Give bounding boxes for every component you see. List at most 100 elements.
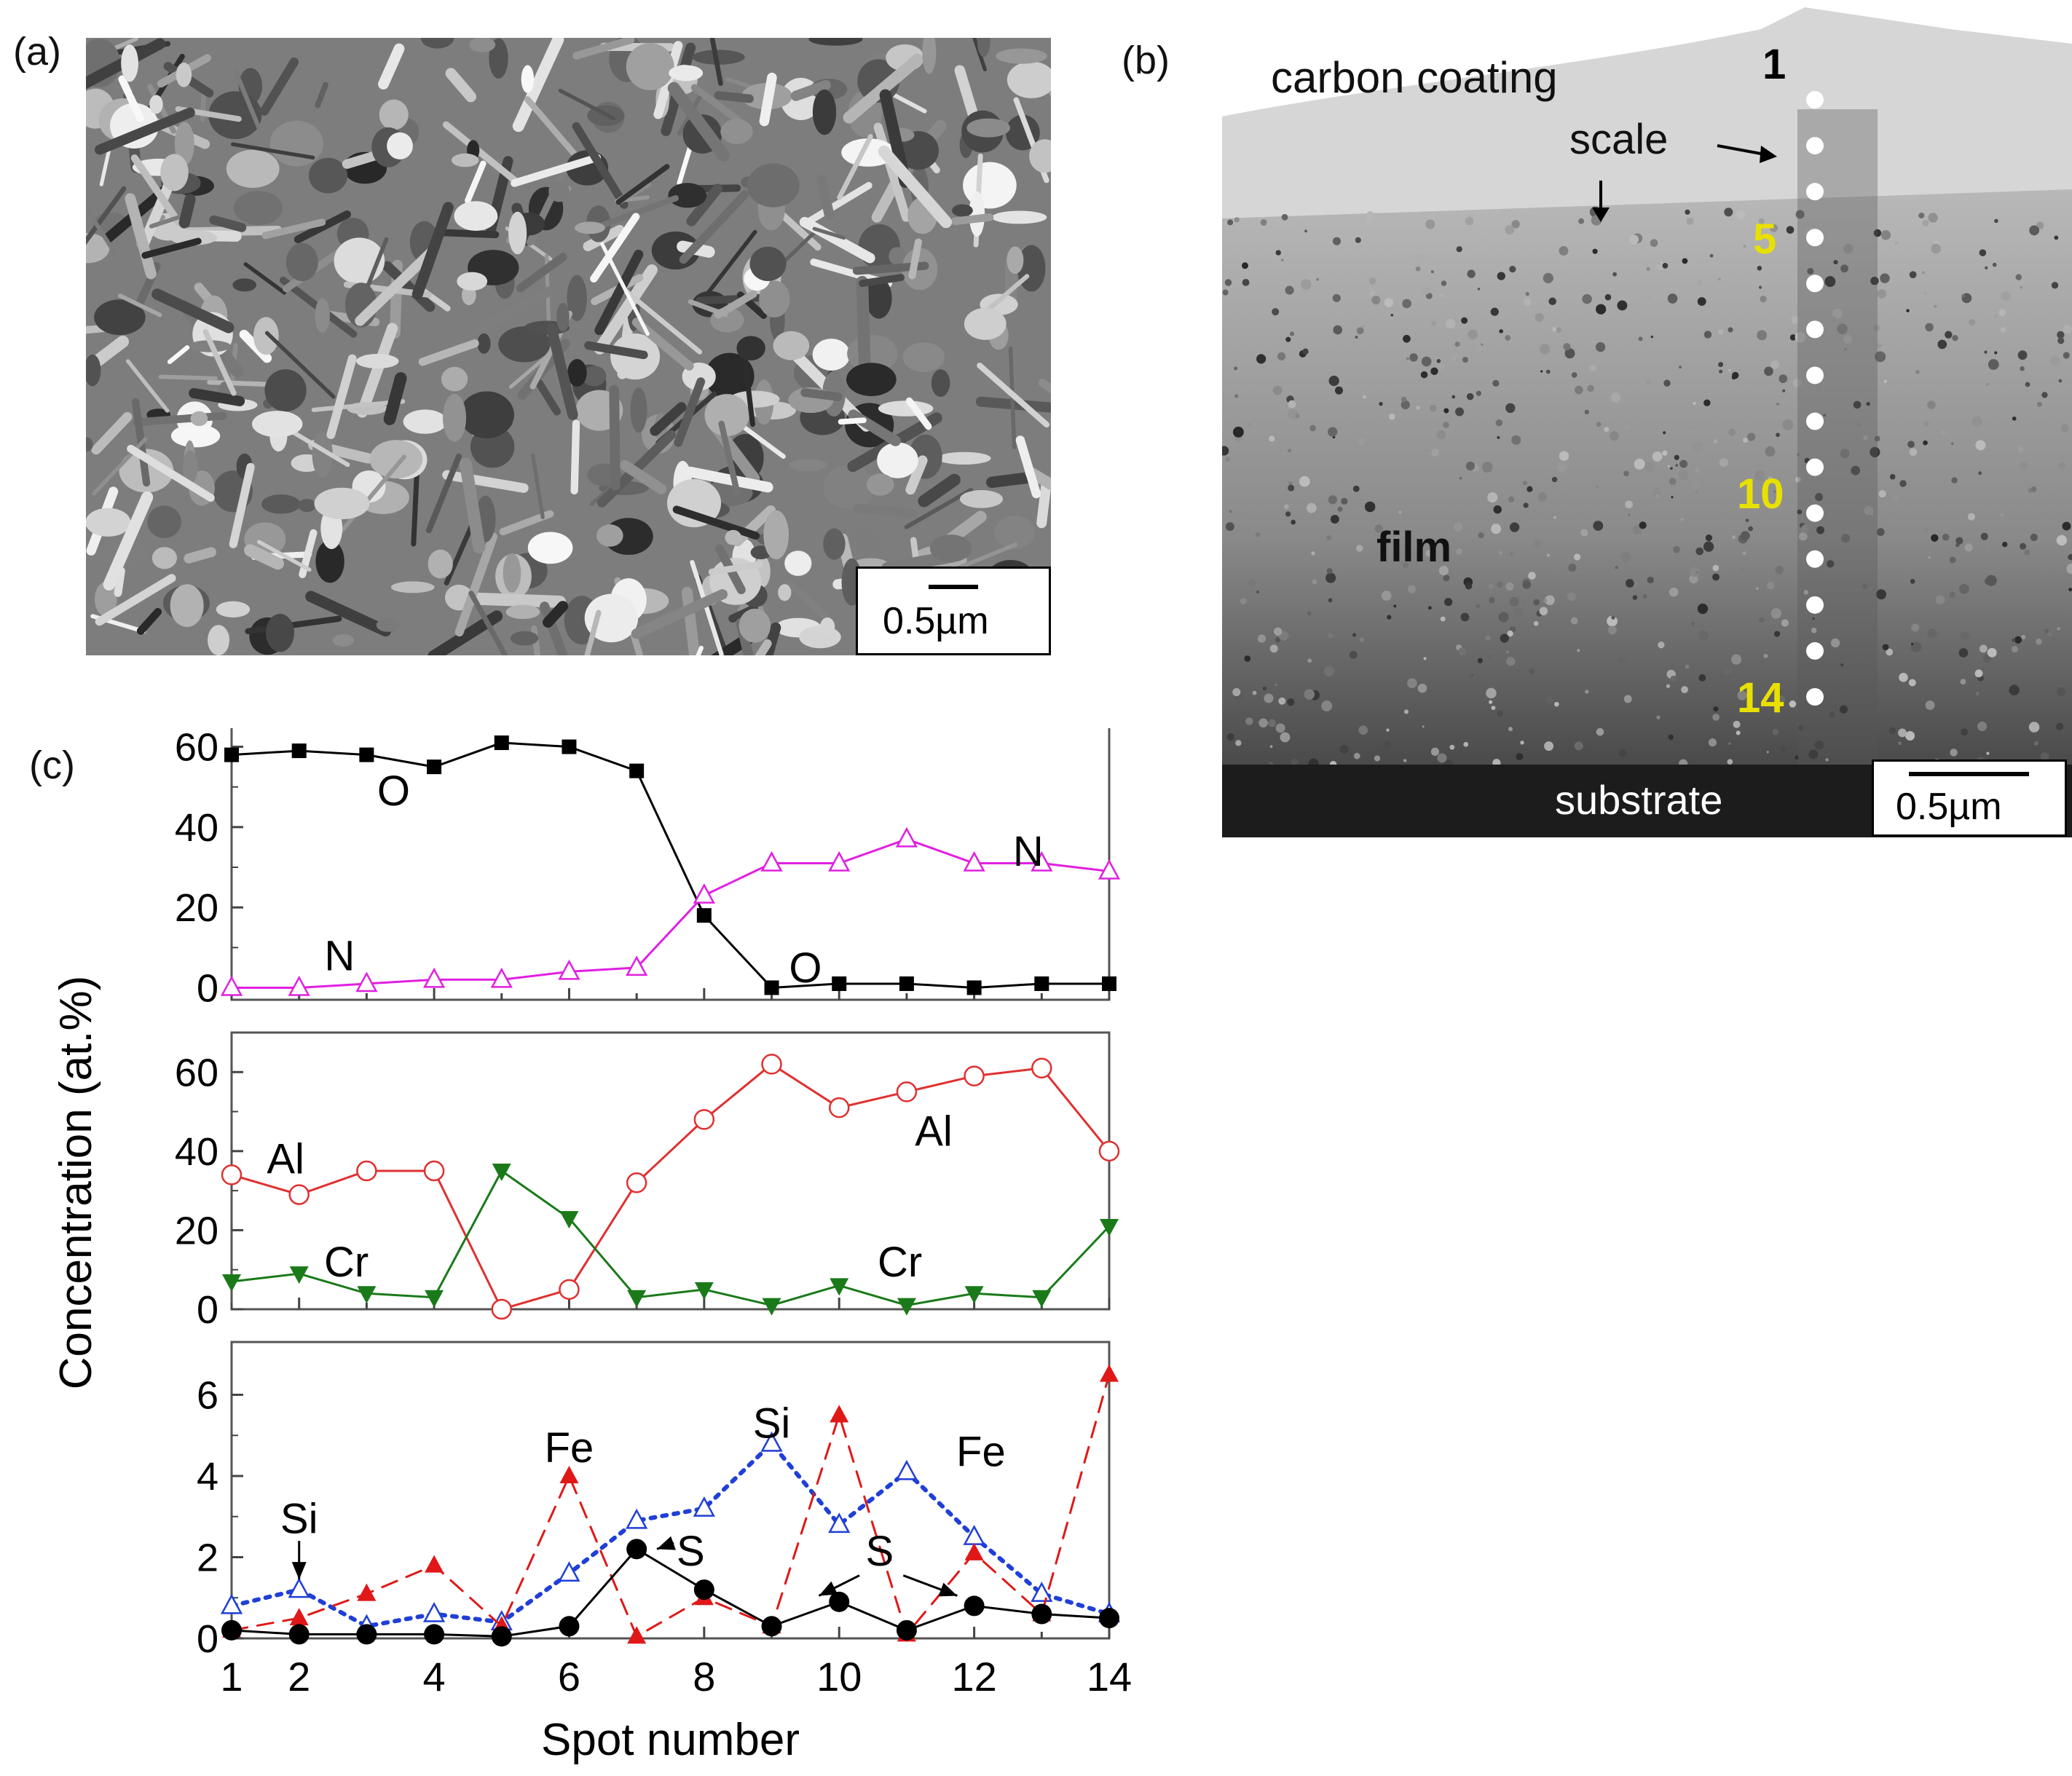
film-porosity (1978, 471, 1982, 475)
spot-dot (1806, 550, 1824, 568)
film-porosity (1612, 272, 1617, 277)
sem-needle-crystal (972, 38, 987, 71)
film-porosity (1874, 435, 1880, 442)
sem-grain (747, 163, 800, 208)
film-porosity (1673, 545, 1680, 553)
sem-needle-crystal (816, 175, 835, 220)
film-porosity (1880, 230, 1891, 240)
film-porosity (1326, 568, 1333, 575)
data-point-Fe (357, 1583, 377, 1601)
sem-grain (94, 582, 117, 617)
series-label: Al (267, 1136, 304, 1183)
sem-needle-crystal (465, 160, 487, 204)
sem-grain (332, 634, 354, 647)
data-point-Si (220, 1593, 243, 1614)
y-tick-label: 2 (197, 1536, 218, 1579)
film-porosity (1272, 308, 1280, 316)
film-porosity (1281, 213, 1288, 221)
film-porosity (1608, 625, 1617, 635)
film-porosity (1910, 642, 1914, 646)
sem-needle-crystal (94, 107, 195, 155)
film-porosity (1766, 751, 1769, 754)
data-point-N (288, 975, 310, 996)
film-porosity (1245, 717, 1253, 725)
film-porosity (1240, 598, 1247, 604)
film-porosity (1625, 500, 1633, 509)
film-porosity (1770, 224, 1778, 232)
film-porosity (1638, 336, 1643, 342)
film-porosity (1285, 285, 1294, 295)
film-porosity (1248, 579, 1256, 587)
film-porosity (1269, 644, 1278, 653)
film-porosity (1908, 679, 1916, 687)
s-arrow-1-head (656, 1536, 676, 1550)
sem-grain (174, 122, 194, 165)
film-porosity (1680, 518, 1684, 521)
film-porosity (1380, 534, 1386, 541)
sem-needle-crystal (674, 377, 706, 447)
film-porosity (2054, 235, 2059, 240)
film-porosity (1493, 505, 1502, 514)
sem-grain (889, 247, 906, 266)
scale-label: scale (1569, 116, 1669, 163)
sem-needle-crystal (650, 402, 687, 436)
film-porosity (1670, 675, 1677, 682)
sem-grain (457, 272, 488, 291)
film-porosity (1873, 229, 1882, 237)
film-porosity (1789, 334, 1797, 341)
film-porosity (1497, 435, 1500, 439)
film-porosity (1728, 742, 1731, 745)
film-porosity (1667, 293, 1678, 304)
film-porosity (1718, 277, 1721, 281)
film-porosity (1429, 404, 1437, 412)
data-point-O (696, 908, 712, 923)
film-porosity (1505, 225, 1515, 235)
film-porosity (1535, 312, 1544, 322)
film-porosity (1545, 369, 1551, 374)
film-porosity (1311, 551, 1315, 556)
film-porosity (1814, 741, 1824, 750)
film-porosity (1523, 601, 1527, 604)
sem-grain (749, 246, 787, 282)
film-porosity (1767, 582, 1775, 590)
film-porosity (1296, 274, 1299, 277)
sem-needle-crystal (584, 341, 648, 360)
film-porosity (1522, 481, 1528, 486)
film-porosity (1463, 741, 1469, 747)
film-porosity (2020, 285, 2023, 289)
tem-micrograph (1222, 0, 2072, 837)
film-porosity (1878, 490, 1886, 498)
film-porosity (2063, 352, 2070, 359)
film-porosity (1337, 506, 1343, 512)
sem-needle-crystal (445, 68, 476, 103)
sem-needle-crystal (572, 122, 629, 209)
film-porosity (1658, 262, 1661, 265)
film-porosity (1862, 583, 1867, 589)
film-porosity (1595, 342, 1606, 352)
film-porosity (1454, 342, 1460, 347)
film-porosity (1791, 315, 1800, 324)
film-porosity (1575, 385, 1583, 395)
sem-grain (232, 278, 257, 292)
data-point-S (559, 1616, 580, 1637)
sem-needle-crystal (594, 249, 644, 336)
film-porosity (1898, 728, 1907, 738)
sem-needle-crystal (531, 625, 541, 655)
sem-grain (668, 183, 707, 208)
sem-needle-crystal (454, 532, 497, 637)
sem-needle-crystal (908, 238, 922, 280)
sem-needle-crystal (233, 68, 261, 129)
data-point-Fe (964, 1542, 984, 1560)
sem-needle-crystal (615, 164, 670, 205)
sem-needle-crystal (905, 397, 932, 430)
film-porosity (1299, 475, 1310, 487)
data-point-O (359, 747, 374, 762)
film-porosity (1708, 738, 1717, 747)
data-point-Fe (830, 1405, 849, 1423)
film-porosity (1629, 234, 1639, 245)
film-porosity (1328, 495, 1337, 505)
sem-needle-crystal (167, 345, 190, 365)
sem-needle-crystal (158, 374, 218, 381)
data-point-S (1031, 1603, 1052, 1625)
film-porosity (1690, 481, 1700, 490)
